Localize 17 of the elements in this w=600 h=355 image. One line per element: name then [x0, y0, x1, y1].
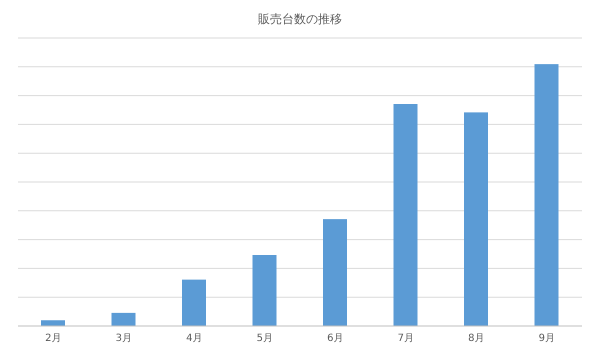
x-tick-label: 2月 — [45, 333, 62, 344]
bar — [534, 64, 558, 326]
x-tick-label: 3月 — [116, 333, 132, 344]
bar — [394, 104, 418, 326]
chart-title: 販売台数の推移 — [257, 11, 343, 28]
x-tick-label: 6月 — [327, 333, 344, 344]
bar — [252, 255, 276, 326]
bar — [323, 219, 347, 326]
x-tick-label: 9月 — [538, 333, 555, 344]
bar — [464, 112, 488, 326]
x-tick-label: 4月 — [186, 333, 202, 344]
bar — [182, 280, 206, 326]
bar — [41, 320, 65, 326]
bar — [112, 312, 136, 326]
x-tick-label: 5月 — [256, 333, 273, 344]
x-tick-label: 8月 — [468, 333, 484, 344]
x-tick-label: 7月 — [398, 333, 414, 344]
